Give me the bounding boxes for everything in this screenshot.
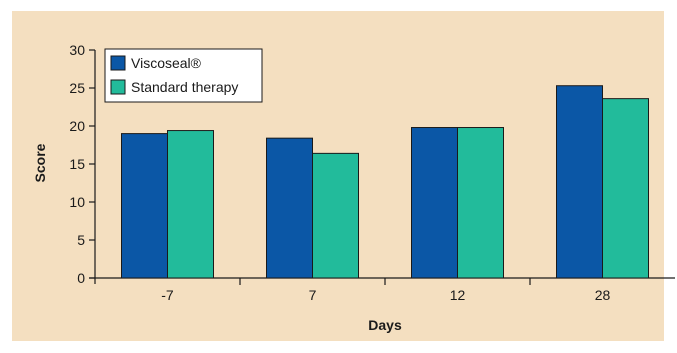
legend: Viscoseal® Standard therapy xyxy=(104,48,263,103)
bar-viscoseal--7 xyxy=(121,133,168,279)
bars xyxy=(121,85,649,279)
legend-label: Viscoseal® xyxy=(131,55,202,71)
bar-standard-therapy-7 xyxy=(312,152,359,279)
bar-viscoseal-28 xyxy=(556,85,603,279)
y-axis-title: Score xyxy=(32,143,48,182)
bar-standard-therapy-28 xyxy=(602,98,649,279)
legend-swatch xyxy=(110,79,126,95)
y-tick-label: 20 xyxy=(69,118,85,134)
legend-box xyxy=(104,48,263,103)
legend-swatch xyxy=(110,55,126,71)
bar-standard-therapy-12 xyxy=(457,127,504,279)
y-tick-label: 10 xyxy=(69,194,85,210)
x-tick-label: -7 xyxy=(161,287,174,303)
bar-standard-therapy--7 xyxy=(167,130,214,279)
x-tick-label: 28 xyxy=(595,287,611,303)
y-tick-label: 0 xyxy=(77,270,85,286)
bar-viscoseal-12 xyxy=(411,127,458,279)
bar-viscoseal-7 xyxy=(266,137,313,279)
x-axis-title: Days xyxy=(368,317,402,333)
y-tick-label: 30 xyxy=(69,42,85,58)
x-tick-label: 7 xyxy=(309,287,317,303)
y-tick-label: 25 xyxy=(69,80,85,96)
y-tick-label: 5 xyxy=(77,232,85,248)
x-tick-label: 12 xyxy=(450,287,466,303)
y-tick-label: 15 xyxy=(69,156,85,172)
legend-label: Standard therapy xyxy=(131,79,238,95)
